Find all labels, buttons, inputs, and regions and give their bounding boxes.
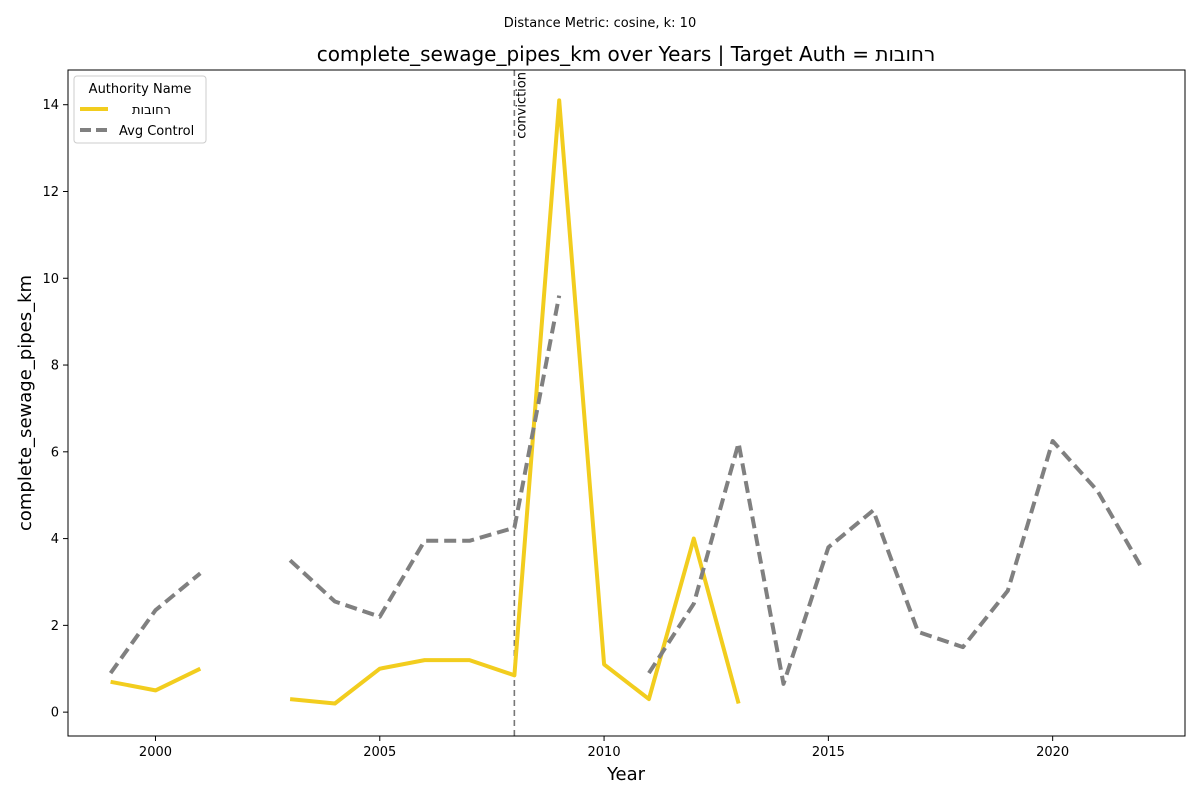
y-tick-label-2: 2 [51, 619, 59, 634]
annotation-label-0: conviction [514, 72, 529, 139]
x-tick-label-2015: 2015 [812, 745, 845, 760]
x-tick-label-2010: 2010 [588, 745, 621, 760]
legend-box [73, 75, 207, 144]
plot-frame [67, 69, 1186, 737]
y-tick-label-6: 6 [51, 445, 59, 460]
series-0-line-segment-1 [289, 98, 741, 706]
chart-suptitle: Distance Metric: cosine, k: 10 [504, 16, 696, 31]
y-tick-label-8: 8 [51, 359, 59, 374]
series-1-line-segment-1 [288, 295, 562, 619]
x-tick-label-2020: 2020 [1036, 745, 1069, 760]
y-tick-label-10: 10 [42, 272, 59, 287]
legend-title: Authority Name [89, 82, 192, 97]
series-1-line-segment-0 [108, 571, 202, 675]
legend-label-0: רחובות [132, 103, 171, 118]
plot-area: 2000 2005 2010 2015 2020 0 2 4 6 8 10 12 14 convictio… [42, 70, 1145, 760]
x-tick-label-2000: 2000 [139, 745, 172, 760]
x-tick-label-2005: 2005 [363, 745, 396, 760]
y-tick-label-14: 14 [42, 98, 59, 113]
y-tick-label-12: 12 [42, 185, 59, 200]
legend: Authority Name רחובות Avg Control [73, 75, 207, 144]
chart-title: complete_sewage_pipes_km over Years | Ta… [317, 42, 936, 66]
x-axis-label: Year [606, 764, 646, 785]
y-tick-label-0: 0 [51, 706, 59, 721]
y-axis-label: complete_sewage_pipes_km [15, 275, 36, 531]
series-1-line-segment-2 [647, 439, 1145, 686]
y-tick-label-4: 4 [51, 532, 59, 547]
legend-label-1: Avg Control [119, 124, 194, 139]
series-0-line-segment-0 [110, 666, 202, 693]
